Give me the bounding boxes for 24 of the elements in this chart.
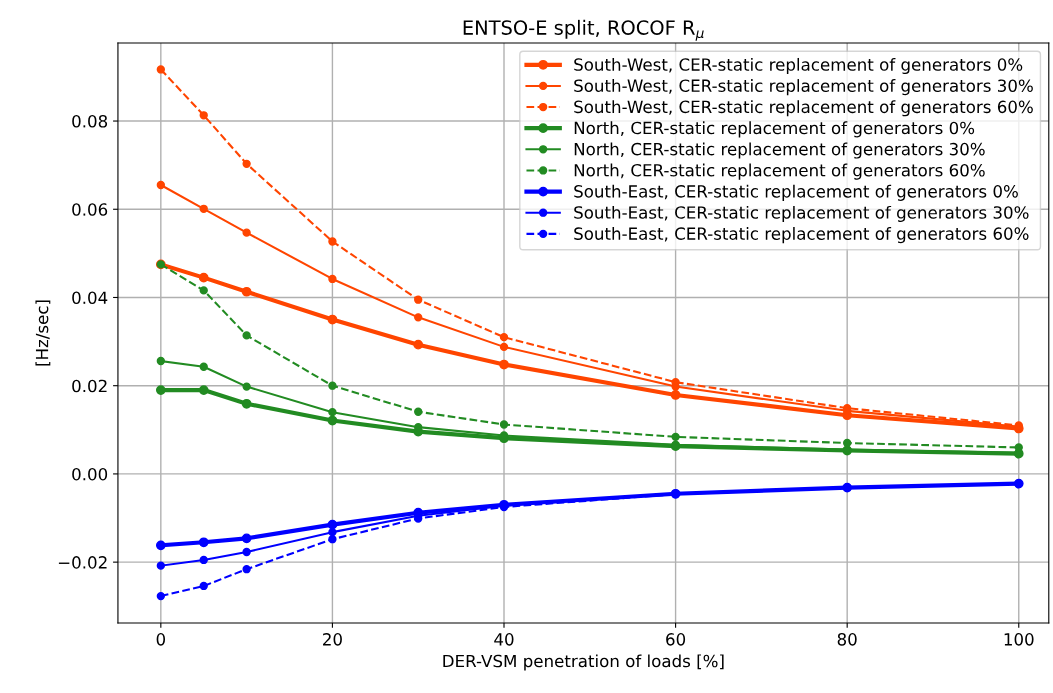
y-tick-label: −0.02 [58,556,107,569]
legend-label: South-West, CER-static replacement of generators 60% [574,100,1033,117]
y-tick-label: 0.04 [72,291,108,305]
y-tick-label: 0.08 [72,115,108,128]
x-axis-title: DER-VSM penetration of loads [%] [443,654,724,671]
chart-title: ENTSO-E split, ROCOF R$_{μ}$ [463,19,704,41]
legend-label: South-West, CER-static replacement of generators 30% [574,79,1033,96]
x-tick-label: 20 [323,633,342,646]
y-tick-label: 0.06 [72,203,108,216]
legend-label: South-East, CER-static replacement of generators 60% [574,227,1029,244]
legend-label: North, CER-static replacement of generators 60% [574,163,985,180]
legend-label: North, CER-static replacement of generators 30% [574,142,985,159]
legend-label: North, CER-static replacement of generators 0% [574,121,975,138]
legend-label: South-West, CER-static replacement of generators 0% [574,57,1023,75]
y-tick-label: 0.02 [72,379,107,393]
x-tick-label: 80 [837,633,857,646]
x-tick-label: 40 [494,633,514,646]
y-tick-label: 0.00 [72,467,108,481]
legend-label: South-East, CER-static replacement of generators 0% [574,184,1018,201]
x-tick-label: 100 [1004,633,1034,646]
legend-label: South-East, CER-static replacement of generators 30% [574,205,1029,223]
y-axis-title: [Hz/sec] [35,300,51,366]
x-tick-label: 0 [156,633,166,646]
x-tick-label: 60 [666,633,686,646]
